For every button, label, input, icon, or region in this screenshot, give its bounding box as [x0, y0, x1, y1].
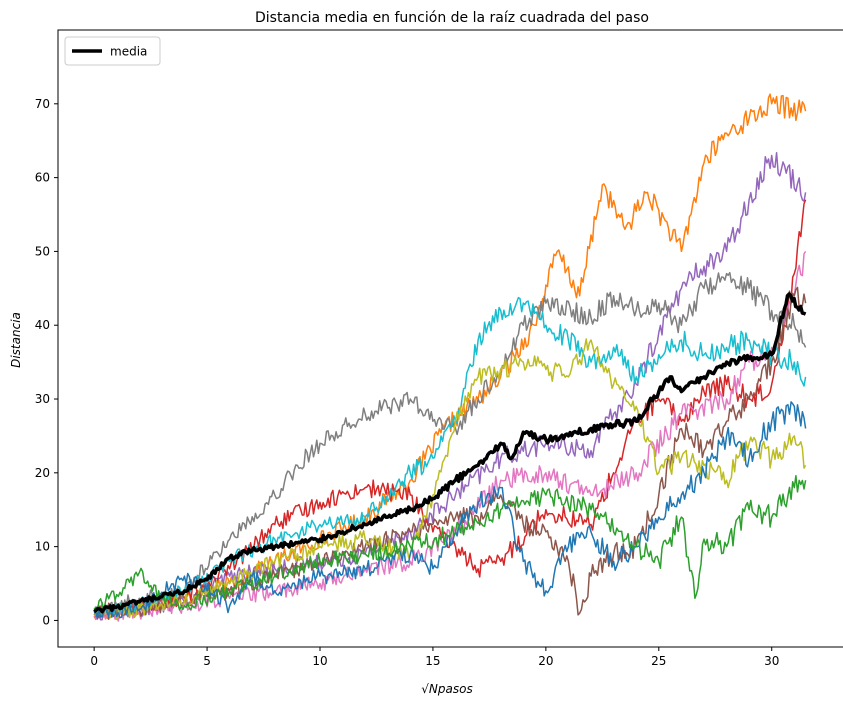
y-tick-label: 20: [35, 466, 50, 480]
x-tick-label: 5: [203, 654, 211, 668]
y-tick-label: 0: [42, 613, 50, 627]
y-ticks: 0 10 20 30 40 50 60 70: [35, 97, 58, 627]
y-axis-label: Distancia: [9, 312, 23, 368]
x-tick-label: 20: [538, 654, 553, 668]
legend: media: [64, 36, 161, 66]
y-tick-label: 70: [35, 97, 50, 111]
x-ticks: 0 5 10 15 20 25 30: [90, 647, 779, 668]
x-axis-label: √Npasos: [421, 682, 472, 696]
x-tick-label: 30: [764, 654, 779, 668]
series-line-10: [93, 475, 807, 612]
series-line-5: [93, 271, 807, 618]
chart-title: Distancia media en función de la raíz cu…: [255, 10, 649, 26]
legend-label-media: media: [110, 45, 147, 59]
y-tick-label: 40: [35, 318, 50, 332]
mean-layer: [93, 292, 807, 614]
y-tick-label: 50: [35, 244, 50, 258]
y-tick-label: 10: [35, 540, 50, 554]
series-line-9: [93, 401, 807, 620]
x-tick-label: 0: [90, 654, 98, 668]
series-line-8: [93, 338, 807, 621]
legend-box: [64, 36, 161, 66]
series-line-2: [93, 151, 807, 621]
mean-line: [93, 292, 807, 614]
x-tick-label: 25: [651, 654, 666, 668]
x-tick-label: 15: [425, 654, 440, 668]
y-tick-label: 60: [35, 171, 50, 185]
plot-frame: [57, 29, 843, 648]
plot-area: [58, 30, 843, 647]
x-tick-label: 10: [312, 654, 327, 668]
y-tick-label: 30: [35, 392, 50, 406]
